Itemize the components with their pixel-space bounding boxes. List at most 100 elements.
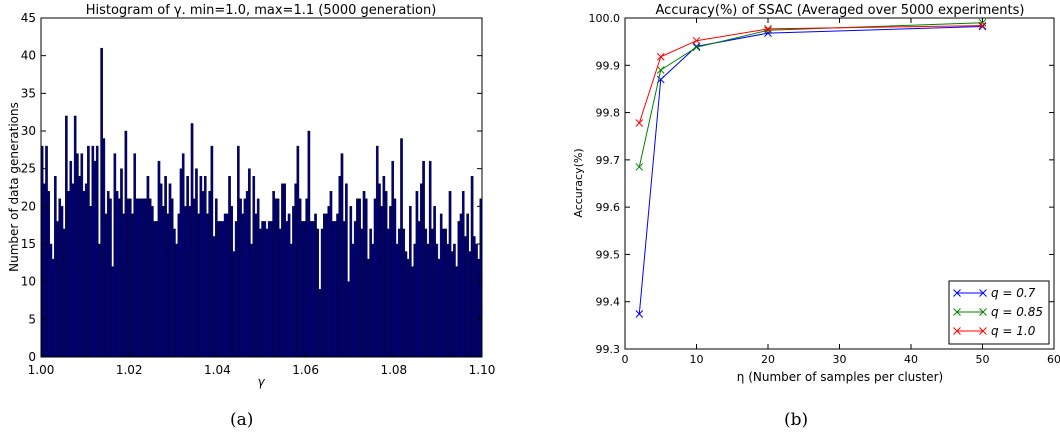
histogram-bar [80,153,84,358]
histogram-bar [435,243,439,358]
histogram-bar [254,213,258,358]
histogram-bar [320,228,324,358]
accuracy-x-tick-label: 20 [761,353,775,366]
caption-a: (a) [230,410,254,430]
accuracy-series-0 [635,22,987,318]
histogram-bar [431,228,434,358]
accuracy-x-ticks: 0 10 20 30 40 50 60 [622,18,1060,366]
histogram-bar [43,183,46,358]
histogram-bar [122,213,125,358]
histogram-bar [358,198,361,358]
histogram-title: Histogram of γ. min=1.0, max=1.1 (5000 g… [86,3,437,18]
histogram-bar [437,258,441,358]
histogram-bar [314,213,317,358]
histogram-bar [144,198,148,358]
histogram-bar [340,153,344,358]
accuracy-series-1 [635,18,987,171]
histogram-bar [179,168,183,358]
histogram-bar [475,243,478,358]
histogram-bar [237,145,240,358]
legend-marker [953,308,961,316]
histogram-bar [71,183,75,358]
histogram-bar [206,213,209,358]
histogram-bar [424,228,428,358]
histogram-bar [142,198,145,358]
histogram-bar [349,206,353,358]
histogram-bar [109,198,112,358]
histogram-bar [470,175,474,358]
histogram-bar [369,228,372,358]
accuracy-point [656,52,665,61]
histogram-bar [241,213,245,358]
histogram-bar [124,130,128,358]
histogram-bar [117,198,121,358]
histogram-bar [190,123,194,358]
histogram-bar [303,221,306,358]
histogram-bar [312,221,315,358]
accuracy-point [764,26,772,35]
histogram-bar [439,213,443,358]
legend-entry: q = 0.85 [953,305,1043,319]
accuracy-title: Accuracy(%) of SSAC (Averaged over 5000 … [656,3,1025,18]
histogram-bar [104,213,108,358]
histogram-y-tick-label: 25 [21,162,36,176]
histogram-bar [448,191,452,358]
histogram-bar [219,221,223,358]
histogram-bar [248,168,251,358]
histogram-bar [195,168,198,358]
histogram-bar [367,258,370,358]
histogram-bar [305,198,309,358]
accuracy-chart: Accuracy(%) of SSAC (Averaged over 5000 … [572,3,1060,384]
accuracy-x-tick-label: 50 [976,353,990,366]
accuracy-series-line [638,26,983,315]
histogram-x-tick-label: 1.06 [292,363,319,377]
histogram-bar [148,198,152,358]
accuracy-point [635,119,644,127]
histogram-bar [259,228,262,358]
histogram-bar [378,183,381,358]
histogram-bar [201,191,205,358]
histogram-bar [192,198,196,358]
accuracy-point [635,163,644,171]
histogram-bar [126,198,130,358]
histogram-bar [472,236,476,358]
accuracy-point [635,310,644,318]
histogram-bar [245,191,249,358]
histogram-bar [459,213,463,358]
histogram-bar [173,228,176,358]
accuracy-x-tick-label: 10 [690,353,704,366]
histogram-bar [76,153,79,358]
histogram-bar [389,206,392,358]
histogram-bar [210,145,214,358]
histogram-bar [69,160,73,358]
histogram-bar [393,198,397,358]
histogram-y-tick-label: 0 [28,350,36,364]
histogram-bar [402,228,406,358]
histogram-bar [334,221,337,358]
histogram-bar [400,138,403,358]
histogram-bar [296,145,300,358]
histogram-bar [113,153,117,358]
histogram-bar [181,153,185,358]
histogram-bar [380,206,383,358]
histogram-bar [373,198,377,358]
legend-marker [979,327,987,335]
histogram-bar [120,168,123,358]
histogram-bar [292,206,295,358]
histogram-bar [285,221,289,358]
histogram-bar [166,213,170,358]
histogram-bar [146,175,150,358]
histogram-bar [45,145,48,358]
histogram-bar [327,206,331,358]
histogram-x-tick-label: 1.02 [116,363,143,377]
histogram-bar [111,266,114,358]
accuracy-y-tick-label: 99.6 [596,201,621,214]
histogram-bar [221,221,225,358]
histogram-y-axis-label: Number of data generations [7,102,21,272]
accuracy-x-tick-label: 60 [1047,353,1060,366]
accuracy-series-line [638,25,983,124]
histogram-bar [420,183,423,358]
histogram-bar [91,145,95,358]
histogram-y-tick-label: 35 [21,86,36,100]
histogram-y-tick-label: 5 [28,312,36,326]
